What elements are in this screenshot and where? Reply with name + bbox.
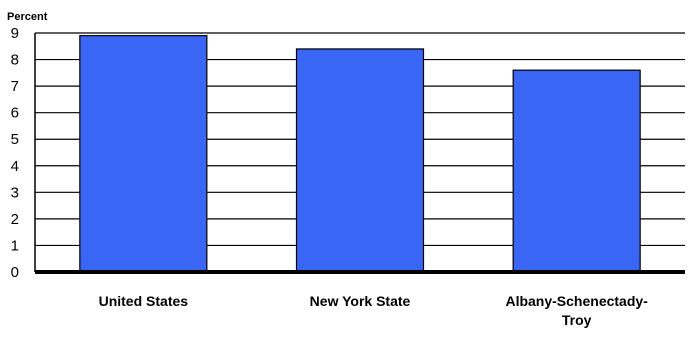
- y-tick-label: 2: [11, 211, 19, 228]
- x-tick-labels: United States New York State Albany-Schene…: [99, 293, 649, 328]
- y-tick-label: 8: [11, 52, 19, 69]
- bar: [79, 35, 208, 273]
- x-tick-label: Troy: [562, 312, 592, 328]
- y-tick-label: 6: [11, 105, 19, 122]
- y-axis-label: Percent: [7, 11, 48, 23]
- y-tick-label: 5: [11, 131, 19, 148]
- x-tick-label: New York State: [310, 293, 411, 309]
- bars: [79, 35, 641, 273]
- x-tick-label: Albany-Schenectady-: [505, 293, 648, 309]
- y-tick-label: 0: [11, 264, 19, 281]
- y-tick-labels: 0 1 2 3 4 5 6 7 8 9: [11, 25, 19, 281]
- y-tick-label: 4: [11, 158, 19, 175]
- y-tick-label: 7: [11, 78, 19, 95]
- y-tick-label: 3: [11, 184, 19, 201]
- y-tick-label: 9: [11, 25, 19, 42]
- bar: [512, 69, 641, 273]
- bar: [295, 48, 425, 273]
- y-tick-label: 1: [11, 237, 19, 254]
- x-tick-label: United States: [99, 293, 189, 309]
